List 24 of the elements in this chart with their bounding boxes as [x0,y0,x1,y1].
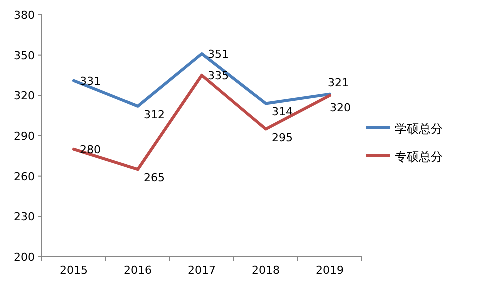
y-tick-label: 320 [14,90,35,103]
y-tick-label: 260 [14,170,35,184]
data-label: 295 [272,131,293,144]
x-tick-label: 2017 [188,264,216,277]
x-tick-label: 2015 [60,264,88,277]
x-tick-label: 2019 [316,264,344,277]
data-label: 321 [328,76,349,90]
data-label: 320 [330,102,351,115]
data-label: 335 [208,70,229,82]
data-label: 312 [144,108,165,122]
data-label: 331 [80,74,101,88]
legend-label: 专硕总分 [395,150,443,164]
y-tick-label: 200 [14,251,35,264]
x-tick-label: 2018 [252,264,280,277]
y-tick-label: 380 [14,9,35,22]
data-label: 265 [144,172,165,185]
legend-label: 学硕总分 [395,122,443,136]
data-label: 314 [272,106,293,119]
x-tick-label: 2016 [124,264,152,277]
y-tick-label: 230 [14,210,35,224]
y-tick-label: 290 [14,130,35,143]
y-tick-label: 350 [14,49,35,62]
data-label: 351 [208,48,229,61]
data-label: 280 [80,143,101,156]
